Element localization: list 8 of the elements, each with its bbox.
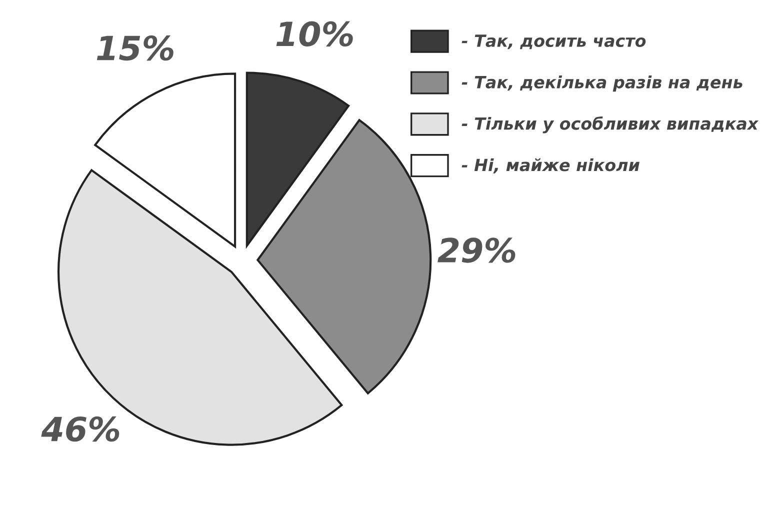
legend-label: - Так, декілька разів на день: [462, 76, 742, 92]
data-label: 46%: [41, 416, 120, 442]
legend-label: - Так, досить часто: [462, 34, 646, 50]
data-label: 29%: [438, 238, 516, 263]
legend-label: - Ні, майже ніколи: [462, 158, 640, 174]
data-label: 10%: [276, 21, 353, 46]
legend-label: - Тільки у особливих випадках: [462, 116, 759, 134]
data-label: 15%: [96, 35, 174, 61]
